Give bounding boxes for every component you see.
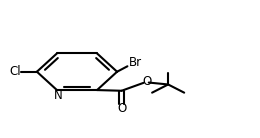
Text: O: O — [117, 102, 126, 115]
Text: Cl: Cl — [10, 65, 21, 78]
Text: N: N — [54, 89, 63, 102]
Text: Br: Br — [129, 56, 142, 69]
Text: O: O — [142, 75, 152, 88]
